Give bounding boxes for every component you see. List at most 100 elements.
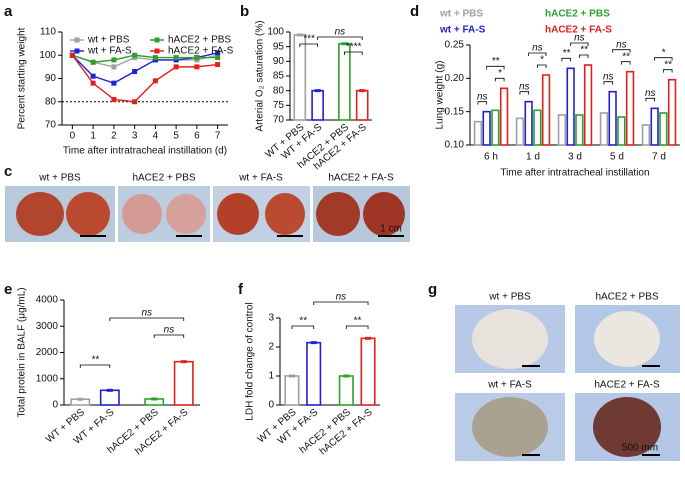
y-tick-label: 80 xyxy=(45,96,57,107)
photos-g xyxy=(455,305,680,461)
sig-bracket xyxy=(291,325,315,329)
sig-label: ns xyxy=(645,88,656,99)
legend-marker xyxy=(74,48,80,54)
sig-label: ** xyxy=(491,56,500,67)
bar xyxy=(650,107,659,146)
sig-label: * xyxy=(540,55,545,66)
legend-marker xyxy=(154,48,160,54)
sig-label: ns xyxy=(336,292,347,303)
y-tick-label: 90 xyxy=(45,73,57,84)
bar xyxy=(360,337,376,406)
x-tick-label: 6 h xyxy=(484,152,498,163)
x-tick-label: 7 d xyxy=(652,152,666,163)
panel-letter: g xyxy=(428,281,437,298)
sig-label: **** xyxy=(345,42,362,53)
legend-label: wt + PBS xyxy=(87,35,130,46)
sig-bracket xyxy=(645,97,656,102)
marker xyxy=(90,73,96,79)
bar xyxy=(659,112,668,146)
y-tick-label: 85 xyxy=(273,71,285,82)
bar xyxy=(482,110,491,146)
y-tick-label: 4000 xyxy=(36,295,59,306)
x-tick-label: 3 d xyxy=(568,152,582,163)
sig-label: ns xyxy=(142,308,153,319)
sig-label: ** xyxy=(562,48,571,59)
x-tick-label: 0 xyxy=(70,131,76,142)
lung xyxy=(66,192,110,236)
lung xyxy=(316,192,360,236)
sig-bracket xyxy=(494,77,505,82)
bar xyxy=(311,89,324,121)
legend-label: hACE2 + FA-S xyxy=(168,46,234,57)
y-tick-label: 90 xyxy=(273,56,285,67)
sig-bracket xyxy=(519,91,530,95)
lung xyxy=(472,309,548,369)
y-tick-label: 80 xyxy=(273,85,285,96)
x-tick-label: 6 xyxy=(194,131,200,142)
marker xyxy=(90,59,96,65)
sig-bracket xyxy=(486,65,505,70)
bar xyxy=(355,89,369,121)
lung xyxy=(166,194,206,234)
marker xyxy=(215,50,221,56)
bar xyxy=(625,70,635,146)
y-axis-label: Lung weight (g) xyxy=(435,61,446,130)
y-tick-label: 110 xyxy=(40,27,56,38)
legend-label: wt + FA-S xyxy=(87,46,132,57)
x-tick-label: 1 d xyxy=(526,152,540,163)
marker xyxy=(215,62,221,68)
marker xyxy=(194,55,200,61)
y-tick-label: 0.15 xyxy=(445,106,465,117)
y-tick-label: 1 xyxy=(268,371,274,382)
x-tick-label: 4 xyxy=(153,131,159,142)
lung xyxy=(16,192,64,236)
sig-label: ** xyxy=(622,51,631,62)
y-axis-label: LDH fold change of control xyxy=(245,302,256,420)
sig-label: ns xyxy=(519,81,530,92)
bar xyxy=(491,109,500,146)
sig-label: ns xyxy=(164,325,175,336)
y-tick-label: 100 xyxy=(39,50,56,61)
bar xyxy=(473,120,483,146)
y-tick-label: 0 xyxy=(268,400,274,411)
bar xyxy=(641,124,651,146)
x-tick-label: 5 xyxy=(173,131,179,142)
y-tick-label: 2 xyxy=(268,342,274,353)
photo-label: wt + FA-S xyxy=(487,380,532,391)
sig-bracket xyxy=(153,334,185,338)
marker xyxy=(152,55,158,61)
line xyxy=(72,54,218,63)
bar xyxy=(566,67,575,146)
y-tick-label: 70 xyxy=(45,120,57,131)
bar xyxy=(617,116,626,146)
sig-bracket xyxy=(654,57,673,61)
marker xyxy=(194,64,200,70)
x-tick-label: 3 xyxy=(132,131,138,142)
bar xyxy=(515,117,525,146)
sig-bracket xyxy=(561,57,572,62)
lung xyxy=(217,193,259,235)
y-tick-label: 0.20 xyxy=(445,73,465,84)
y-tick-label: 2000 xyxy=(36,347,59,358)
sig-bracket xyxy=(528,52,547,56)
panel-letter: f xyxy=(238,281,244,298)
y-axis-label: Total protein in BALF (μg/mL) xyxy=(17,287,28,417)
sig-bracket xyxy=(317,36,363,40)
panel-letter: b xyxy=(240,3,249,20)
sig-label: * xyxy=(661,47,666,58)
marker xyxy=(173,64,179,70)
x-axis-label: Time after intratracheal instillation (d… xyxy=(63,146,227,157)
bar xyxy=(667,78,677,146)
marker xyxy=(111,64,117,70)
legend-label: hACE2 + FA-S xyxy=(545,25,612,36)
sig-label: ** xyxy=(664,59,673,70)
legend-marker xyxy=(154,37,160,43)
sig-bracket xyxy=(345,325,369,329)
legend-label: wt + PBS xyxy=(439,9,483,20)
lung xyxy=(594,311,660,367)
lung xyxy=(593,397,661,457)
sig-bracket xyxy=(109,317,185,321)
bar xyxy=(524,100,533,146)
marker xyxy=(132,69,138,75)
